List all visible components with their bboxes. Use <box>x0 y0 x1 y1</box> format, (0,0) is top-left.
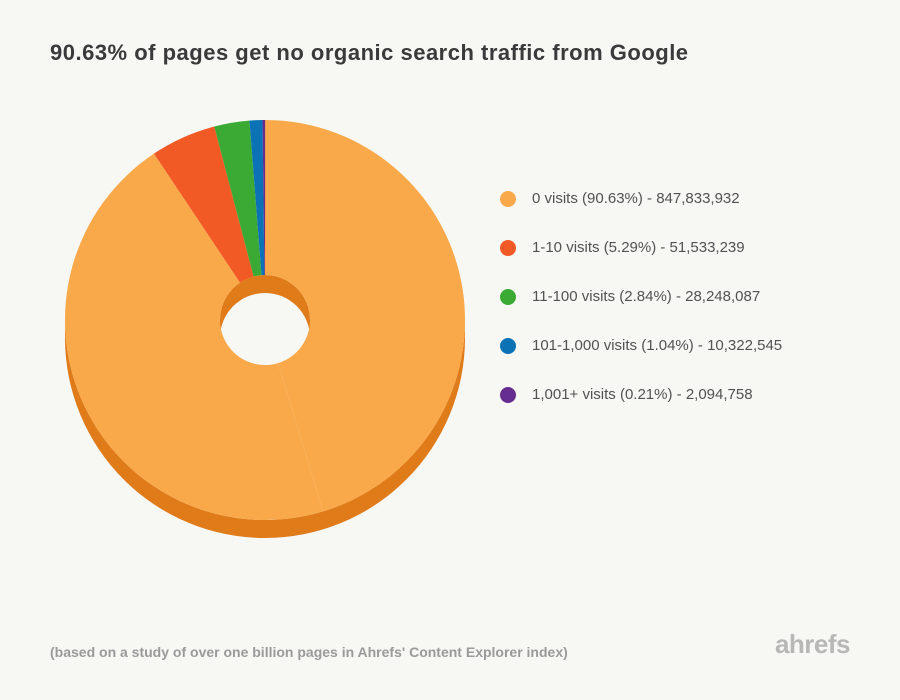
legend-label: 11-100 visits (2.84%) - 28,248,087 <box>532 288 760 305</box>
footer: (based on a study of over one billion pa… <box>50 629 850 660</box>
legend-item: 101-1,000 visits (1.04%) - 10,322,545 <box>500 337 880 354</box>
chart-title: 90.63% of pages get no organic search tr… <box>50 40 689 66</box>
legend-label: 1,001+ visits (0.21%) - 2,094,758 <box>532 386 753 403</box>
legend-dot <box>500 338 516 354</box>
legend-label: 1-10 visits (5.29%) - 51,533,239 <box>532 239 745 256</box>
legend-label: 0 visits (90.63%) - 847,833,932 <box>532 190 740 207</box>
brand-logo: ahrefs <box>775 629 850 660</box>
legend-label: 101-1,000 visits (1.04%) - 10,322,545 <box>532 337 782 354</box>
legend-item: 1-10 visits (5.29%) - 51,533,239 <box>500 239 880 256</box>
legend-item: 11-100 visits (2.84%) - 28,248,087 <box>500 288 880 305</box>
footnote: (based on a study of over one billion pa… <box>50 644 568 660</box>
legend-item: 1,001+ visits (0.21%) - 2,094,758 <box>500 386 880 403</box>
legend-item: 0 visits (90.63%) - 847,833,932 <box>500 190 880 207</box>
donut-chart <box>50 120 480 550</box>
legend-dot <box>500 191 516 207</box>
chart-legend: 0 visits (90.63%) - 847,833,932 1-10 visi… <box>500 190 880 435</box>
legend-dot <box>500 240 516 256</box>
legend-dot <box>500 387 516 403</box>
legend-dot <box>500 289 516 305</box>
